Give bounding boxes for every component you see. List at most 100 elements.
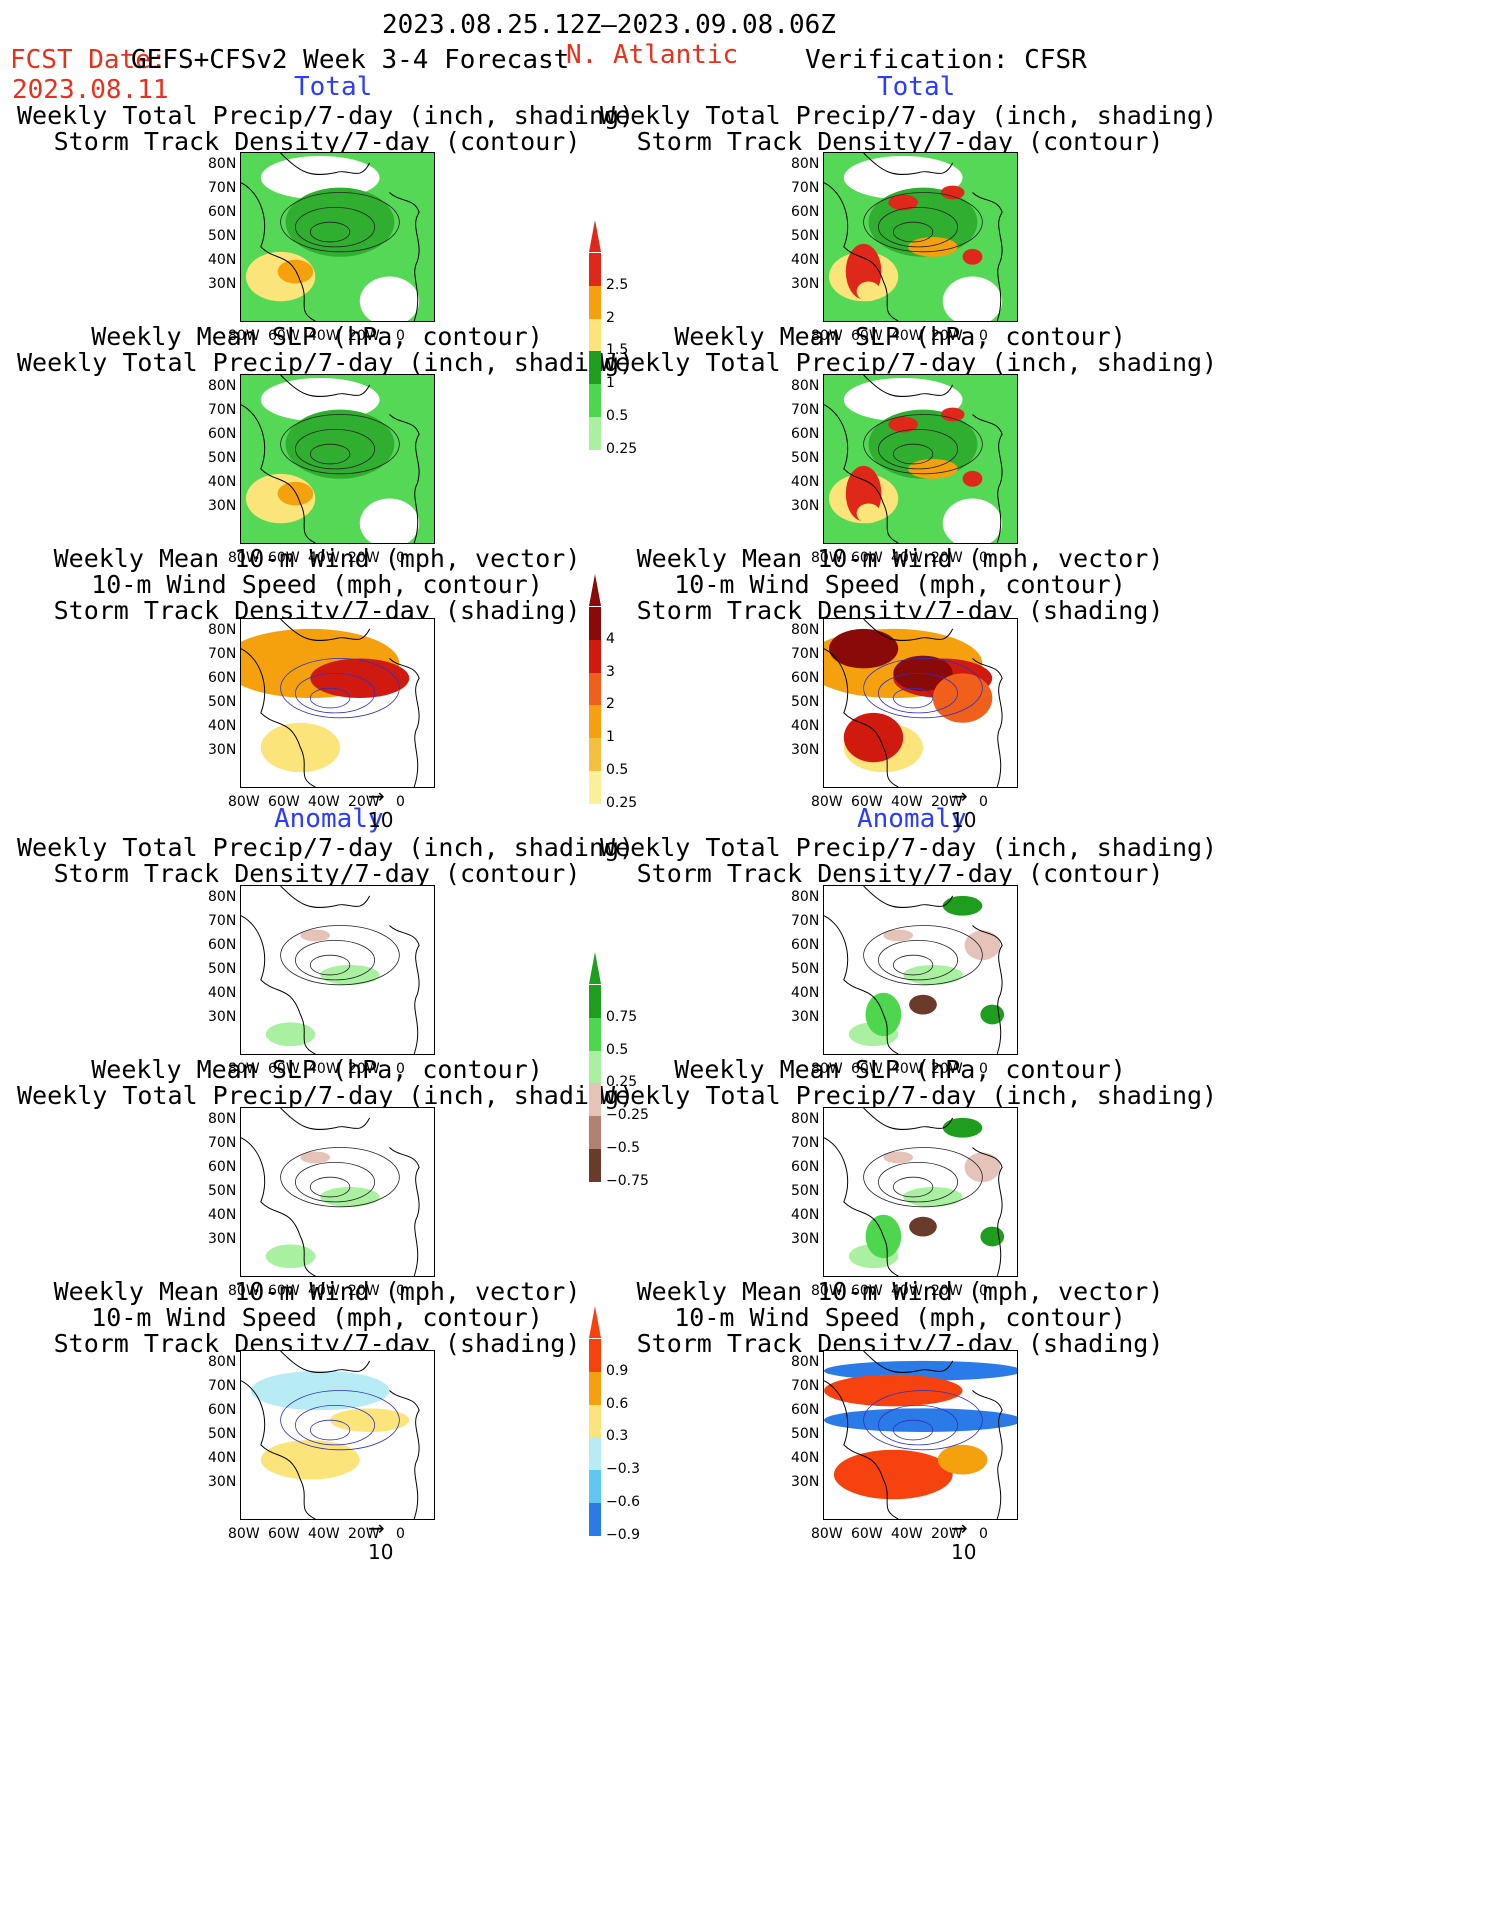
colorbar-label: 0.5	[606, 1041, 629, 1058]
colorbar-precip-total	[589, 220, 601, 450]
colorbar-segment	[589, 351, 601, 385]
lon-tick: 0	[979, 1526, 988, 1542]
lon-tick: 60W	[268, 794, 300, 810]
contour-line	[892, 687, 934, 709]
contour-line	[309, 687, 351, 709]
lat-tick: 80N	[791, 622, 820, 638]
lat-tick: 60N	[791, 204, 820, 220]
coastline	[824, 153, 1003, 321]
coastline	[241, 619, 420, 787]
precip-blob	[942, 498, 1003, 543]
colorbar-precip-anom	[589, 952, 601, 1182]
lon-tick: 60W	[851, 550, 883, 566]
lon-tick: 0	[979, 328, 988, 344]
lat-tick: 30N	[208, 742, 237, 758]
lon-tick: 40W	[308, 1526, 340, 1542]
colorbar-label: −0.6	[606, 1494, 640, 1511]
map-canvas	[241, 375, 434, 543]
colorbar-segment	[589, 1149, 601, 1182]
model-title: GEFS+CFSv2 Week 3-4 Forecast	[131, 45, 570, 75]
colorbar-segment	[589, 1503, 601, 1536]
colorbar-label: −0.3	[606, 1461, 640, 1478]
precip-blob	[285, 409, 395, 479]
lat-tick: 70N	[791, 1378, 820, 1394]
lat-tick: 50N	[791, 228, 820, 244]
colorbar-segment	[589, 285, 601, 319]
anomaly-core-blob	[980, 1226, 1005, 1247]
contour-line	[280, 658, 400, 719]
lat-tick: 50N	[208, 694, 237, 710]
map-canvas	[241, 619, 434, 787]
colorbar-segment	[589, 639, 601, 673]
contour-line	[280, 192, 400, 253]
lon-tick: 40W	[308, 550, 340, 566]
anomaly-core-blob	[942, 895, 983, 916]
colorbar-segment	[589, 1470, 601, 1504]
lon-tick: 20W	[348, 328, 380, 344]
lat-tick: 60N	[208, 204, 237, 220]
colorbar-segment	[589, 318, 601, 352]
lat-tick: 50N	[791, 450, 820, 466]
colorbar-label: 1.5	[606, 342, 629, 359]
lat-tick: 80N	[791, 1111, 820, 1127]
map-ob-total-precip	[823, 152, 1018, 322]
lon-tick: 40W	[891, 1283, 923, 1299]
colorbar-segment	[589, 606, 601, 640]
anomaly-blob	[265, 1022, 316, 1047]
contour-line	[892, 221, 934, 243]
fcst-date-label: FCST Date:	[10, 45, 167, 75]
heavy-precip-blob	[940, 407, 965, 422]
precip-blob	[942, 276, 1003, 321]
map-ob-anom-wind	[823, 1350, 1018, 1520]
colorbar-segment	[589, 1116, 601, 1150]
colorbar-label: 2	[606, 309, 615, 326]
lat-tick: 50N	[791, 1426, 820, 1442]
track-core-blob	[843, 712, 904, 763]
lon-tick: 20W	[348, 550, 380, 566]
coastline	[241, 375, 420, 543]
lat-tick: 60N	[208, 426, 237, 442]
track-core-blob	[339, 659, 400, 688]
lon-tick: 80W	[228, 1283, 260, 1299]
lon-tick: 40W	[891, 794, 923, 810]
lon-tick: 20W	[931, 328, 963, 344]
lat-tick: 30N	[791, 742, 820, 758]
colorbar-segment	[589, 672, 601, 706]
lat-tick: 50N	[791, 694, 820, 710]
lat-tick: 60N	[791, 426, 820, 442]
lon-tick: 80W	[228, 328, 260, 344]
anomaly-blob	[330, 1408, 410, 1433]
lon-tick: 0	[396, 550, 405, 566]
lat-tick: 70N	[208, 1378, 237, 1394]
lon-tick: 40W	[308, 1061, 340, 1077]
anomaly-label-right: Anomaly	[857, 804, 967, 834]
contour-line	[280, 414, 400, 475]
colorbar-label: 2	[606, 696, 615, 713]
coastline	[241, 153, 420, 321]
lat-tick: 80N	[208, 889, 237, 905]
colorbar-segment	[589, 252, 601, 286]
lon-tick: 0	[979, 794, 988, 810]
anomaly-blob	[937, 1444, 988, 1475]
region-title: N. Atlantic	[566, 40, 739, 70]
colorbar-label: 1	[606, 729, 615, 746]
heavy-precip-blob	[856, 503, 881, 524]
lon-tick: 0	[396, 1283, 405, 1299]
contour-line	[892, 1176, 934, 1198]
lon-tick: 20W	[931, 550, 963, 566]
lat-tick: 50N	[791, 1183, 820, 1199]
colorbar-segment	[589, 1437, 601, 1471]
colorbar-top-arrow	[589, 574, 601, 606]
map-canvas	[824, 1351, 1017, 1519]
coastline	[824, 1351, 1003, 1519]
contour-line	[295, 428, 376, 470]
colorbar-label: 0.5	[606, 408, 629, 425]
lat-tick: 40N	[208, 1450, 237, 1466]
anomaly-blob	[824, 1408, 1017, 1433]
contour-line	[892, 443, 934, 465]
lat-tick: 40N	[791, 1207, 820, 1223]
coastline	[824, 886, 1003, 1054]
lon-tick: 80W	[811, 550, 843, 566]
anomaly-blob	[883, 1151, 914, 1164]
lon-tick: 20W	[931, 1283, 963, 1299]
